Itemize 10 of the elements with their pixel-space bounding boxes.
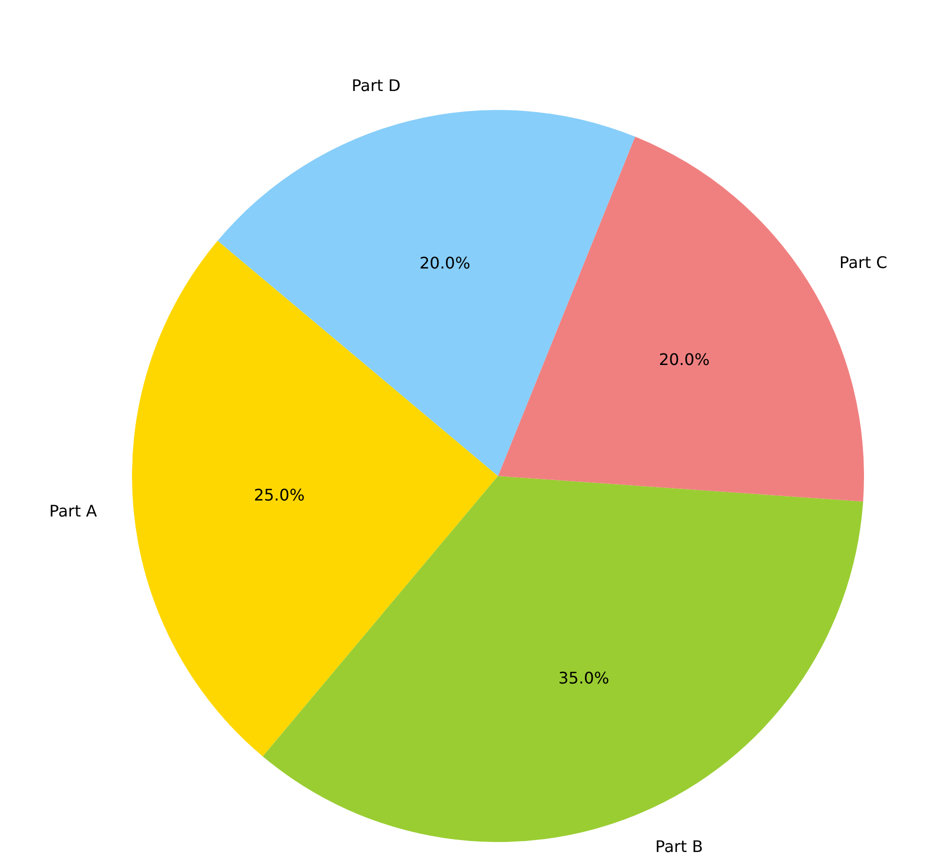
slice-label: Part C: [839, 253, 888, 272]
data-label: 20.0%: [419, 253, 470, 272]
pie-slice: [132, 240, 498, 756]
data-label: 20.0%: [658, 350, 710, 370]
slice-label: Part B: [655, 837, 703, 856]
slice-label: Part A: [49, 502, 97, 521]
data-label: 35.0%: [558, 668, 610, 688]
slice-label: Part D: [352, 76, 401, 95]
pie-slice: [218, 110, 636, 476]
data-label: 25.0%: [254, 486, 305, 505]
